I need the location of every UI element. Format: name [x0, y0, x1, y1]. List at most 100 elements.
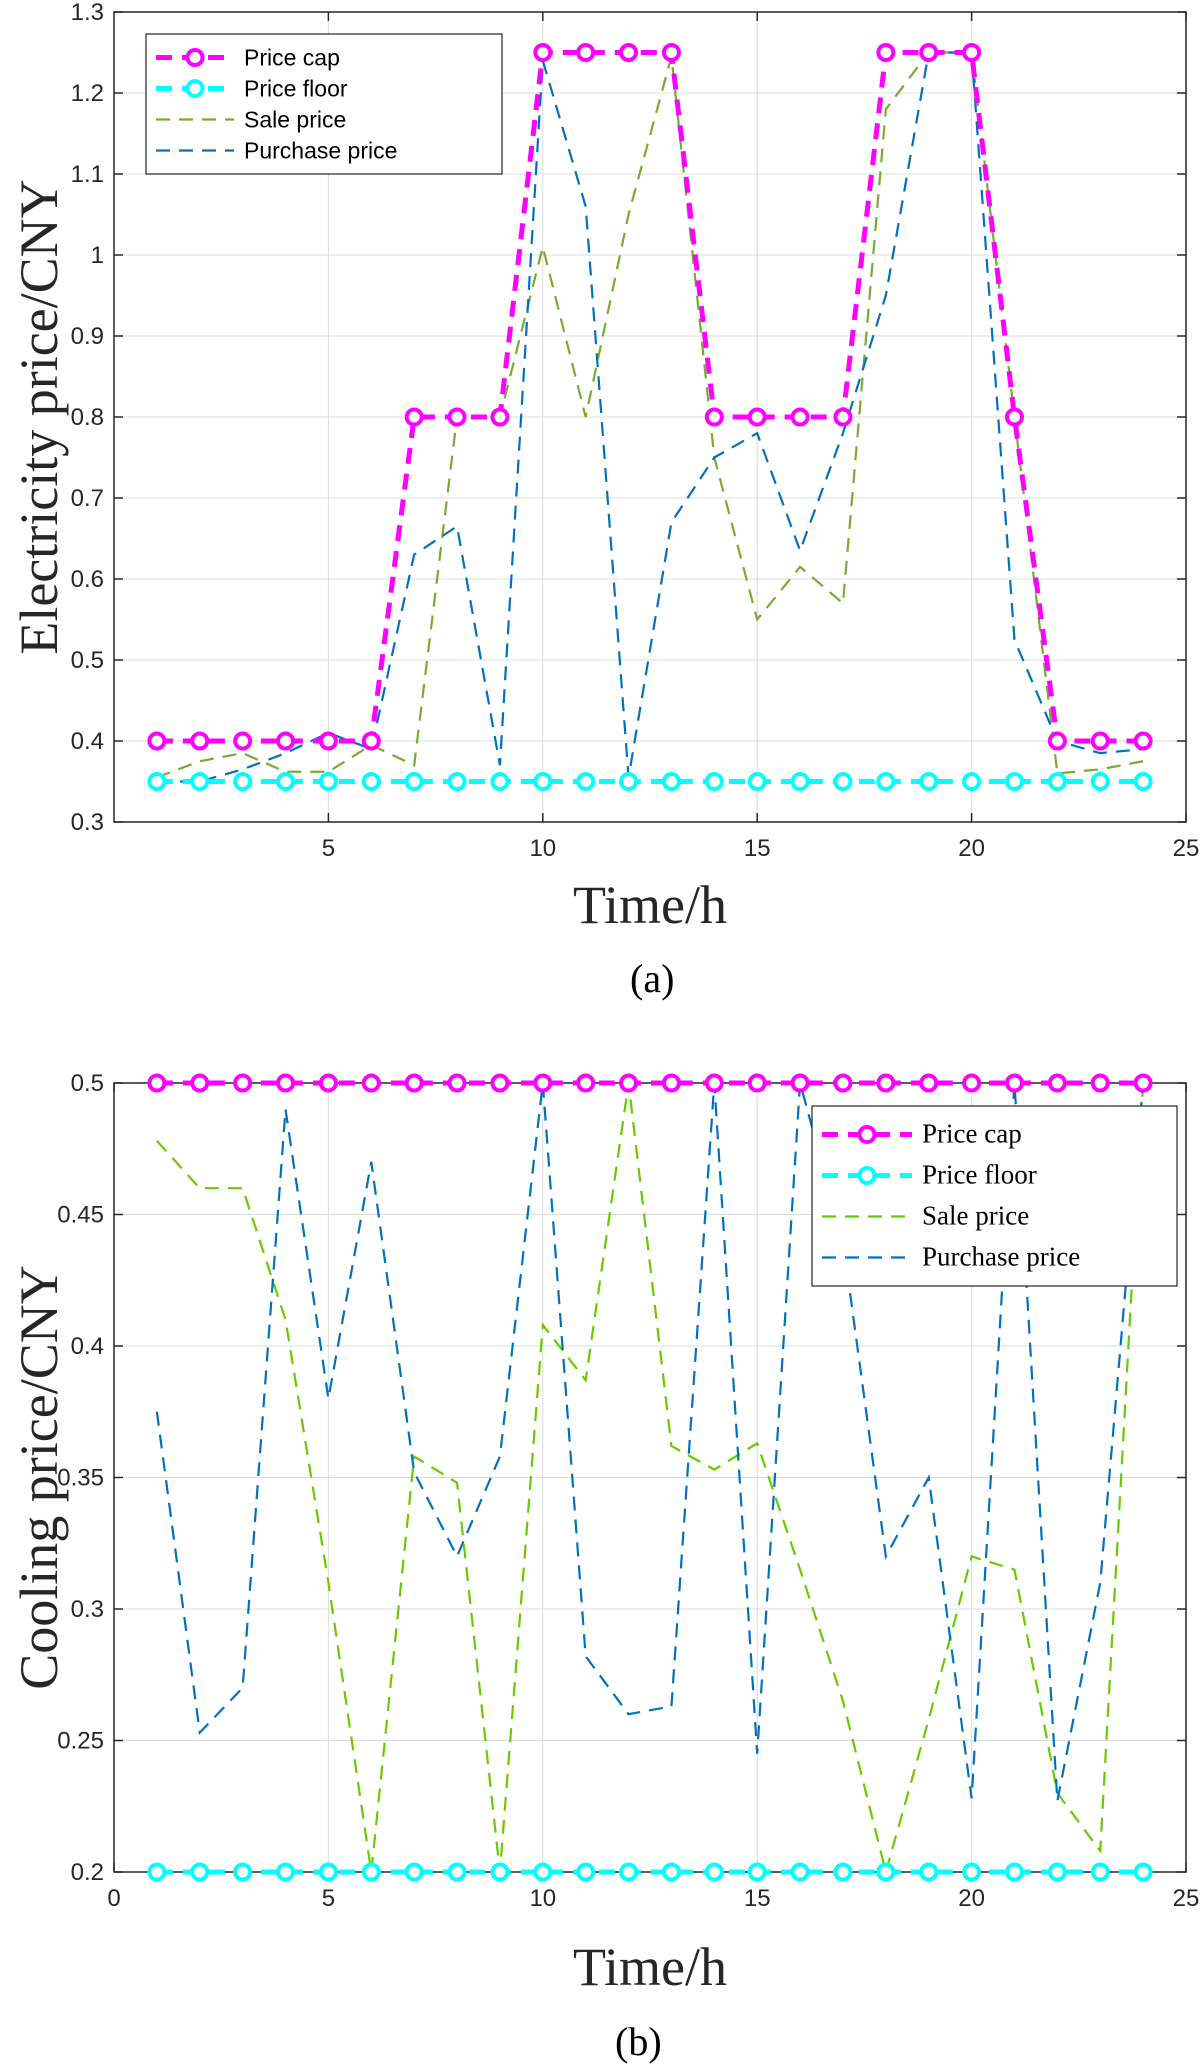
chart-a-y-tick-label: 1.3 — [71, 0, 104, 26]
chart-b-series-price-floor-point — [576, 1862, 596, 1882]
chart-a-series-price-cap-point — [1004, 407, 1024, 427]
chart-b-series-sale-price-line — [156, 1082, 1145, 1877]
chart-a-series-price-cap-point — [619, 43, 639, 62]
chart-a-series-price-floor-point — [233, 772, 253, 791]
chart-b-legend-marker-price-cap — [857, 1125, 877, 1144]
chart-a-y-tick-label: 0.7 — [71, 485, 104, 512]
chart-b-y-tick-label: 0.45 — [57, 1202, 104, 1229]
chart-b-x-tick-label: 25 — [1173, 1885, 1200, 1912]
chart-b-x-tick-label: 5 — [322, 1885, 335, 1912]
chart-b-series-price-floor-point — [233, 1862, 253, 1882]
chart-a-series-price-floor-point — [1004, 772, 1024, 791]
chart-a-series-price-floor-point — [147, 772, 167, 791]
chart-b-y-tick-label: 0.25 — [57, 1728, 104, 1755]
chart-a-series-sale-price-line — [156, 51, 1144, 779]
chart-a-x-tick-label: 20 — [958, 835, 985, 862]
chart-b-svg: 0 5 10 15 20 25 0.2 0.25 0.3 0.35 0.4 0.45 0.5 Time/h… — [9, 1070, 1200, 1997]
chart-b-series-price-cap-point — [661, 1073, 681, 1093]
chart-b-series-price-cap-point — [790, 1073, 810, 1093]
chart-b-series-price-floor-point — [190, 1862, 210, 1882]
chart-a-series-price-cap-point — [233, 731, 253, 751]
chart-b-legend: Price cap Price floor Sale price Purchase p… — [811, 1105, 1178, 1287]
chart-a-series-price-floor-point — [276, 772, 296, 791]
chart-b-series-purchase-price-line — [155, 1082, 1145, 1802]
chart-a-series-price-floor-point — [876, 772, 896, 791]
chart-b-series-price-floor-point — [747, 1862, 767, 1882]
chart-a-svg: 5 10 15 20 25 0.3 0.4 0.5 0.6 0.7 0.8 0.9 1 1.1 1.2 1.3… — [9, 0, 1200, 935]
chart-b-legend-label-price-floor: Price floor — [922, 1160, 1037, 1190]
chart-b-series-price-cap-point — [1047, 1073, 1067, 1093]
chart-b-caption: (b) — [615, 2019, 662, 2064]
chart-b-y-tick-label: 0.5 — [71, 1070, 104, 1097]
chart-b-series-price-floor-point — [533, 1862, 553, 1882]
chart-a-series-price-cap-point — [490, 407, 510, 427]
chart-a-series-price-floor-point — [661, 772, 681, 791]
chart-a-series-price-cap-point — [962, 43, 982, 62]
chart-b-series-price-floor-point — [318, 1862, 338, 1882]
chart-a-legend-label-price-floor: Price floor — [244, 76, 348, 102]
chart-b-y-tick-label: 0.2 — [71, 1859, 104, 1886]
chart-a-series-price-cap-point — [361, 731, 381, 751]
chart-a-series-price-cap-point — [876, 43, 896, 62]
chart-a-series-price-floor-point — [490, 772, 510, 791]
chart-a-y-tick-label: 1 — [91, 242, 104, 269]
chart-a-legend-marker-price-cap — [185, 48, 205, 67]
chart-b-series-price-floor-point — [876, 1862, 896, 1882]
chart-b-series-price-cap-point — [876, 1073, 896, 1093]
chart-a-series-price-floor-point — [1047, 772, 1067, 791]
chart-a-series-price-cap-point — [533, 43, 553, 62]
chart-a-x-tick-label: 5 — [322, 835, 335, 862]
chart-a-y-tick-label: 0.4 — [71, 728, 104, 755]
chart-b-series-price-floor-point — [361, 1862, 381, 1882]
chart-b-series-price-cap-point — [276, 1073, 296, 1093]
chart-a-series-price-floor-point — [619, 772, 639, 791]
chart-a-series-price-floor-point — [533, 772, 553, 791]
chart-a-series-price-cap-point — [576, 43, 596, 62]
chart-b-legend-label-purchase-price: Purchase price — [922, 1242, 1080, 1272]
chart-b-series-price-cap-point — [447, 1073, 467, 1093]
chart-b-legend-label-price-cap: Price cap — [922, 1119, 1022, 1149]
chart-b-series-price-floor-point — [1133, 1862, 1153, 1882]
chart-b-series-price-floor-point — [704, 1862, 724, 1882]
chart-b-series-price-floor-point — [1047, 1862, 1067, 1882]
chart-b-legend-label-sale-price: Sale price — [922, 1201, 1029, 1231]
chart-b-series-price-cap-point — [490, 1073, 510, 1093]
chart-a-series-price-floor-point — [576, 772, 596, 791]
chart-a-series-price-cap-point — [447, 407, 467, 427]
chart-a-series-price-cap-point — [404, 407, 424, 427]
chart-b-series-price-cap-point — [576, 1073, 596, 1093]
chart-a-caption: (a) — [630, 956, 675, 1001]
chart-a-series-price-floor-point — [747, 772, 767, 791]
chart-a-series-price-floor-point — [704, 772, 724, 791]
chart-b-series-price-floor-point — [661, 1862, 681, 1882]
chart-b-series-price-floor-point — [919, 1862, 939, 1882]
chart-b-y-tick-label: 0.3 — [71, 1596, 104, 1623]
chart-a-x-tick-label: 25 — [1173, 835, 1200, 862]
chart-a-series-price-floor-point — [190, 772, 210, 791]
chart-b-series-price-cap-point — [318, 1073, 338, 1093]
chart-a-series-price-floor-point — [404, 772, 424, 791]
chart-a-series-price-floor-point — [1133, 772, 1153, 791]
chart-a-legend-label-purchase-price: Purchase price — [244, 138, 397, 164]
chart-a-legend: Price cap Price floor Sale price Purchase p… — [145, 33, 503, 175]
chart-a-series-price-cap-point — [276, 731, 296, 751]
chart-a-series-price-floor-point — [962, 772, 982, 791]
chart-b-series-price-cap-point — [962, 1073, 982, 1093]
chart-a-y-tick-label: 1.1 — [71, 161, 104, 188]
chart-a-y-tick-label: 0.6 — [71, 566, 104, 593]
chart-panel-a: 5 10 15 20 25 0.3 0.4 0.5 0.6 0.7 0.8 0.9 1 1.1 1.2 1.3… — [0, 0, 1200, 1001]
chart-a-series-price-cap-point — [790, 407, 810, 427]
chart-b-series-price-cap-point — [404, 1073, 424, 1093]
chart-b-y-tick-label: 0.4 — [71, 1333, 104, 1360]
chart-a-legend-marker-price-floor — [185, 79, 205, 98]
chart-a-series-price-floor-point — [919, 772, 939, 791]
chart-a-series-price-cap-point — [747, 407, 767, 427]
chart-a-series-price-floor-point — [361, 772, 381, 791]
chart-b-series-price-floor-point — [790, 1862, 810, 1882]
chart-b-series-price-floor-point — [276, 1862, 296, 1882]
chart-a-series-price-cap-point — [661, 43, 681, 62]
chart-b-series-price-cap-point — [1133, 1073, 1153, 1093]
chart-b-series-price-floor-point — [962, 1862, 982, 1882]
chart-b-series-price-cap-point — [190, 1073, 210, 1093]
chart-a-series-price-floor-point — [318, 772, 338, 791]
